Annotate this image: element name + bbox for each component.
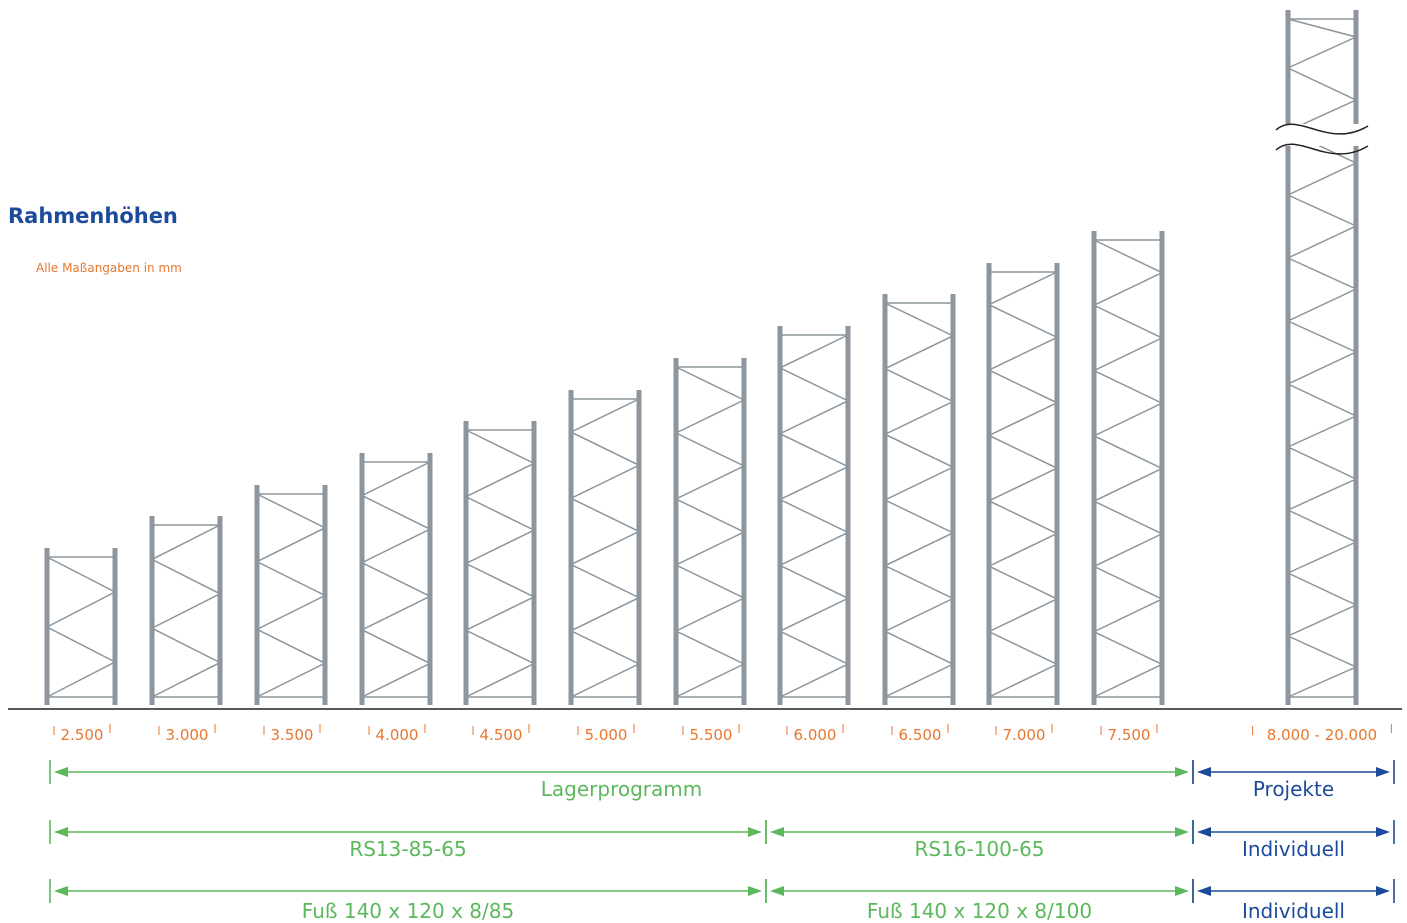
frame-upright-right [1353, 10, 1359, 705]
arrow-head-right [1376, 886, 1390, 896]
arrow-head-left [54, 886, 68, 896]
arrow-head-right [1175, 827, 1189, 837]
arrow-head-right [1175, 886, 1189, 896]
frame-bracing [569, 398, 641, 698]
frame-7 [673, 358, 747, 705]
frame-6 [568, 390, 642, 705]
frame-12 [1275, 10, 1369, 705]
height-label: 5.500 [690, 726, 733, 744]
arrow-head-left [54, 767, 68, 777]
range-label: RS13-85-65 [349, 837, 466, 861]
range-label: Lagerprogramm [541, 777, 702, 801]
frame-5 [463, 421, 537, 705]
height-label: 2.500 [61, 726, 104, 744]
height-label: 8.000 - 20.000 [1267, 726, 1377, 744]
frame-upright-left [1285, 10, 1291, 705]
break-line-upper [1275, 123, 1369, 135]
frame-bracing [360, 461, 432, 698]
range-standard: RS16-100-65 [765, 820, 1194, 861]
frame-upright-right [217, 516, 223, 705]
frame-1 [44, 548, 118, 705]
height-label: 6.000 [794, 726, 837, 744]
frame-bracing [464, 429, 536, 698]
arrow-head-right [748, 827, 762, 837]
arrow-head-left [770, 886, 784, 896]
frame-upright-left [1091, 231, 1097, 705]
arrow-head-left [1197, 767, 1211, 777]
range-label: Individuell [1242, 899, 1345, 923]
frame-upright-left [777, 326, 783, 705]
frame-10 [986, 263, 1060, 705]
frame-upright-right [531, 421, 537, 705]
arrow-head-right [1175, 767, 1189, 777]
frame-upright-right [427, 453, 433, 705]
frame-upright-left [359, 453, 365, 705]
frame-bracing [1092, 239, 1164, 698]
range-label: Fuß 140 x 120 x 8/100 [867, 899, 1092, 923]
frame-upright-left [254, 485, 260, 705]
frame-upright-right [112, 548, 118, 705]
frame-8 [777, 326, 851, 705]
break-line-lower [1275, 143, 1369, 155]
height-label: 7.500 [1108, 726, 1151, 744]
frame-bracing [255, 493, 327, 698]
height-label: 7.000 [1003, 726, 1046, 744]
frame-upright-left [149, 516, 155, 705]
frame-bracing [674, 366, 746, 698]
range-standard: RS13-85-65 [49, 820, 767, 861]
break-mask [1276, 124, 1368, 146]
frame-bracing [778, 334, 850, 698]
frame-3 [254, 485, 328, 705]
arrow-head-left [770, 827, 784, 837]
range-project: Projekte [1192, 760, 1395, 801]
frame-bracing [1286, 18, 1359, 698]
arrow-head-left [1197, 886, 1211, 896]
arrow-head-right [1376, 767, 1390, 777]
range-standard: Lagerprogramm [49, 760, 1194, 801]
frame-upright-right [636, 390, 642, 705]
range-standard: Fuß 140 x 120 x 8/85 [49, 879, 767, 923]
frame-11 [1091, 231, 1165, 705]
range-label: Fuß 140 x 120 x 8/85 [302, 899, 514, 923]
frame-bracing [150, 524, 222, 698]
arrow-head-left [1197, 827, 1211, 837]
frame-4 [359, 453, 433, 705]
height-label: 6.500 [899, 726, 942, 744]
frame-2 [149, 516, 223, 705]
units-note: Alle Maßangaben in mm [36, 261, 182, 275]
height-label: 3.500 [271, 726, 314, 744]
height-label: 4.000 [376, 726, 419, 744]
range-project: Individuell [1192, 820, 1395, 861]
range-label: Projekte [1253, 777, 1334, 801]
frame-upright-right [845, 326, 851, 705]
range-project: Individuell [1192, 879, 1395, 923]
frame-bracing [883, 302, 955, 698]
arrow-head-left [54, 827, 68, 837]
range-standard: Fuß 140 x 120 x 8/100 [765, 879, 1194, 923]
arrow-head-right [1376, 827, 1390, 837]
height-label: 5.000 [585, 726, 628, 744]
frame-bracing [987, 271, 1059, 698]
frame-upright-right [950, 294, 956, 705]
frame-upright-left [986, 263, 992, 705]
height-label: 4.500 [480, 726, 523, 744]
frame-upright-right [1054, 263, 1060, 705]
range-label: RS16-100-65 [914, 837, 1044, 861]
arrow-head-right [748, 886, 762, 896]
frame-9 [882, 294, 956, 705]
frame-upright-left [568, 390, 574, 705]
range-label: Individuell [1242, 837, 1345, 861]
frame-bracing [45, 556, 117, 698]
page-title: Rahmenhöhen [8, 204, 178, 228]
frame-upright-left [673, 358, 679, 705]
height-label: 3.000 [166, 726, 209, 744]
